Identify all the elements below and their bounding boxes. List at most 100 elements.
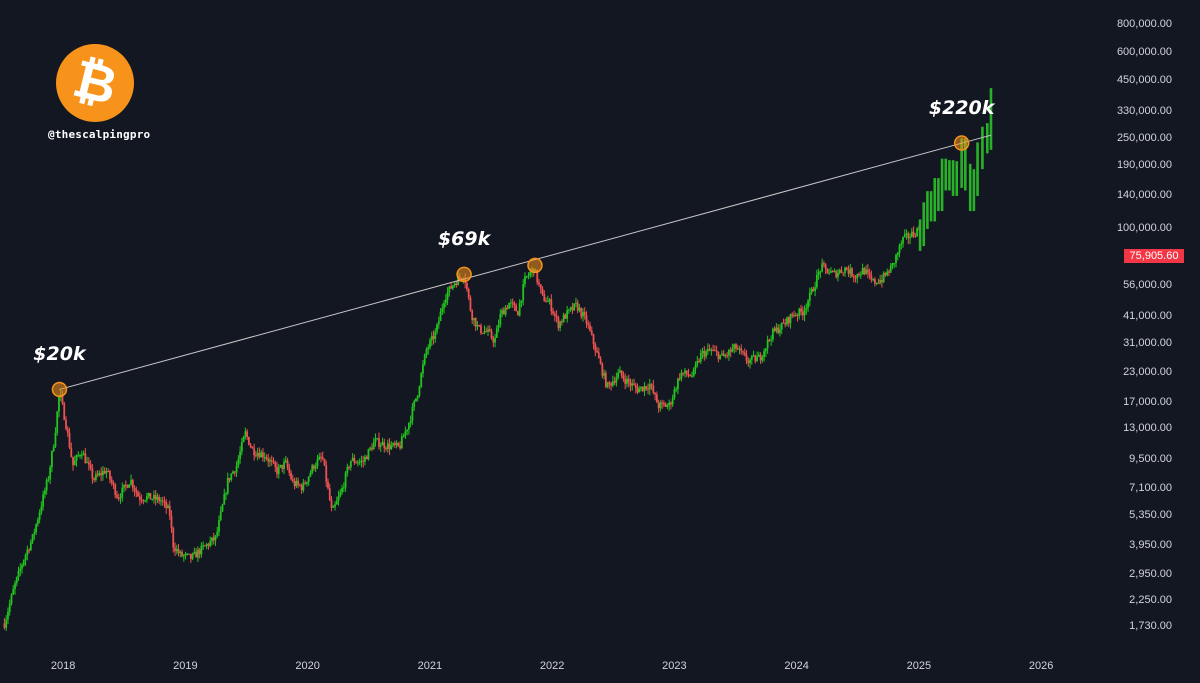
candle [161, 500, 164, 502]
projection-bar [976, 142, 979, 196]
candle [450, 286, 452, 289]
candle [604, 372, 607, 388]
candle [629, 382, 632, 386]
candle [859, 274, 862, 276]
candle [86, 462, 88, 464]
candle [14, 583, 16, 590]
candle [910, 231, 913, 238]
candle [858, 273, 860, 275]
candle [548, 299, 551, 301]
y-tick-label: 1,730.00 [1129, 620, 1172, 633]
price-annotation: $220k [928, 97, 995, 120]
x-tick-label: 2026 [1028, 660, 1054, 672]
candle [29, 541, 32, 551]
candle [594, 344, 597, 351]
candle [580, 307, 583, 317]
candle [550, 299, 553, 312]
candle [814, 287, 817, 292]
candle [666, 405, 669, 407]
candle [849, 268, 852, 274]
candle [51, 451, 53, 468]
candle [749, 359, 751, 364]
candle [821, 263, 824, 272]
candle [701, 350, 704, 353]
candle [42, 494, 45, 507]
candle [300, 485, 303, 491]
candle [147, 493, 150, 497]
candle [28, 549, 30, 551]
candle [909, 237, 911, 239]
candle [698, 360, 700, 362]
candle [66, 428, 69, 433]
candle [518, 303, 521, 316]
candle [272, 461, 275, 463]
candle [196, 549, 199, 558]
candle [513, 303, 516, 306]
candle [255, 455, 257, 457]
candle [717, 351, 720, 360]
candle [244, 431, 247, 437]
candle [754, 355, 757, 362]
candle [372, 442, 375, 450]
candle [121, 487, 124, 498]
candle [539, 284, 542, 289]
candle [216, 531, 219, 536]
candle [15, 577, 18, 584]
candle [274, 462, 277, 467]
candle [511, 302, 514, 304]
candle [520, 300, 523, 304]
candle [497, 325, 500, 329]
candle [622, 375, 625, 379]
candle [288, 467, 291, 473]
candle [861, 268, 864, 275]
candle [877, 282, 880, 284]
candle [223, 494, 226, 505]
candle [353, 457, 356, 463]
candle [3, 623, 6, 628]
candle [31, 534, 34, 542]
candle [334, 504, 336, 507]
y-tick-label: 41,000.00 [1123, 309, 1172, 322]
candle [342, 487, 345, 489]
candle [56, 411, 59, 433]
candle [803, 309, 806, 316]
candle [844, 267, 846, 273]
candle [606, 382, 609, 388]
candle [638, 388, 641, 393]
candle [290, 472, 292, 480]
candle [116, 495, 118, 498]
candle [423, 354, 426, 365]
candle [773, 328, 776, 331]
candle [65, 419, 67, 429]
candle [896, 252, 899, 255]
candle [175, 548, 178, 552]
candle [740, 348, 743, 352]
candle [652, 385, 655, 393]
candle [752, 355, 755, 357]
candle [685, 370, 688, 375]
candle [393, 443, 396, 446]
projection-bar [989, 88, 993, 150]
price-candles [3, 88, 993, 632]
candle [842, 272, 845, 274]
candle [485, 331, 488, 333]
candle [794, 314, 797, 316]
candle [451, 285, 454, 289]
candle [780, 322, 783, 330]
candle [747, 361, 750, 364]
y-tick-label: 23,000.00 [1123, 366, 1172, 379]
projection-bar [972, 169, 976, 212]
candle [240, 442, 243, 452]
candle [903, 234, 906, 237]
candle [729, 349, 732, 352]
y-tick-label: 7,100.00 [1129, 481, 1172, 494]
candle [237, 459, 240, 466]
candle [135, 490, 138, 493]
candle [467, 289, 470, 298]
candle [374, 438, 377, 443]
candle [626, 378, 628, 384]
candle [819, 271, 822, 273]
candle [789, 314, 792, 324]
candle [200, 545, 203, 555]
